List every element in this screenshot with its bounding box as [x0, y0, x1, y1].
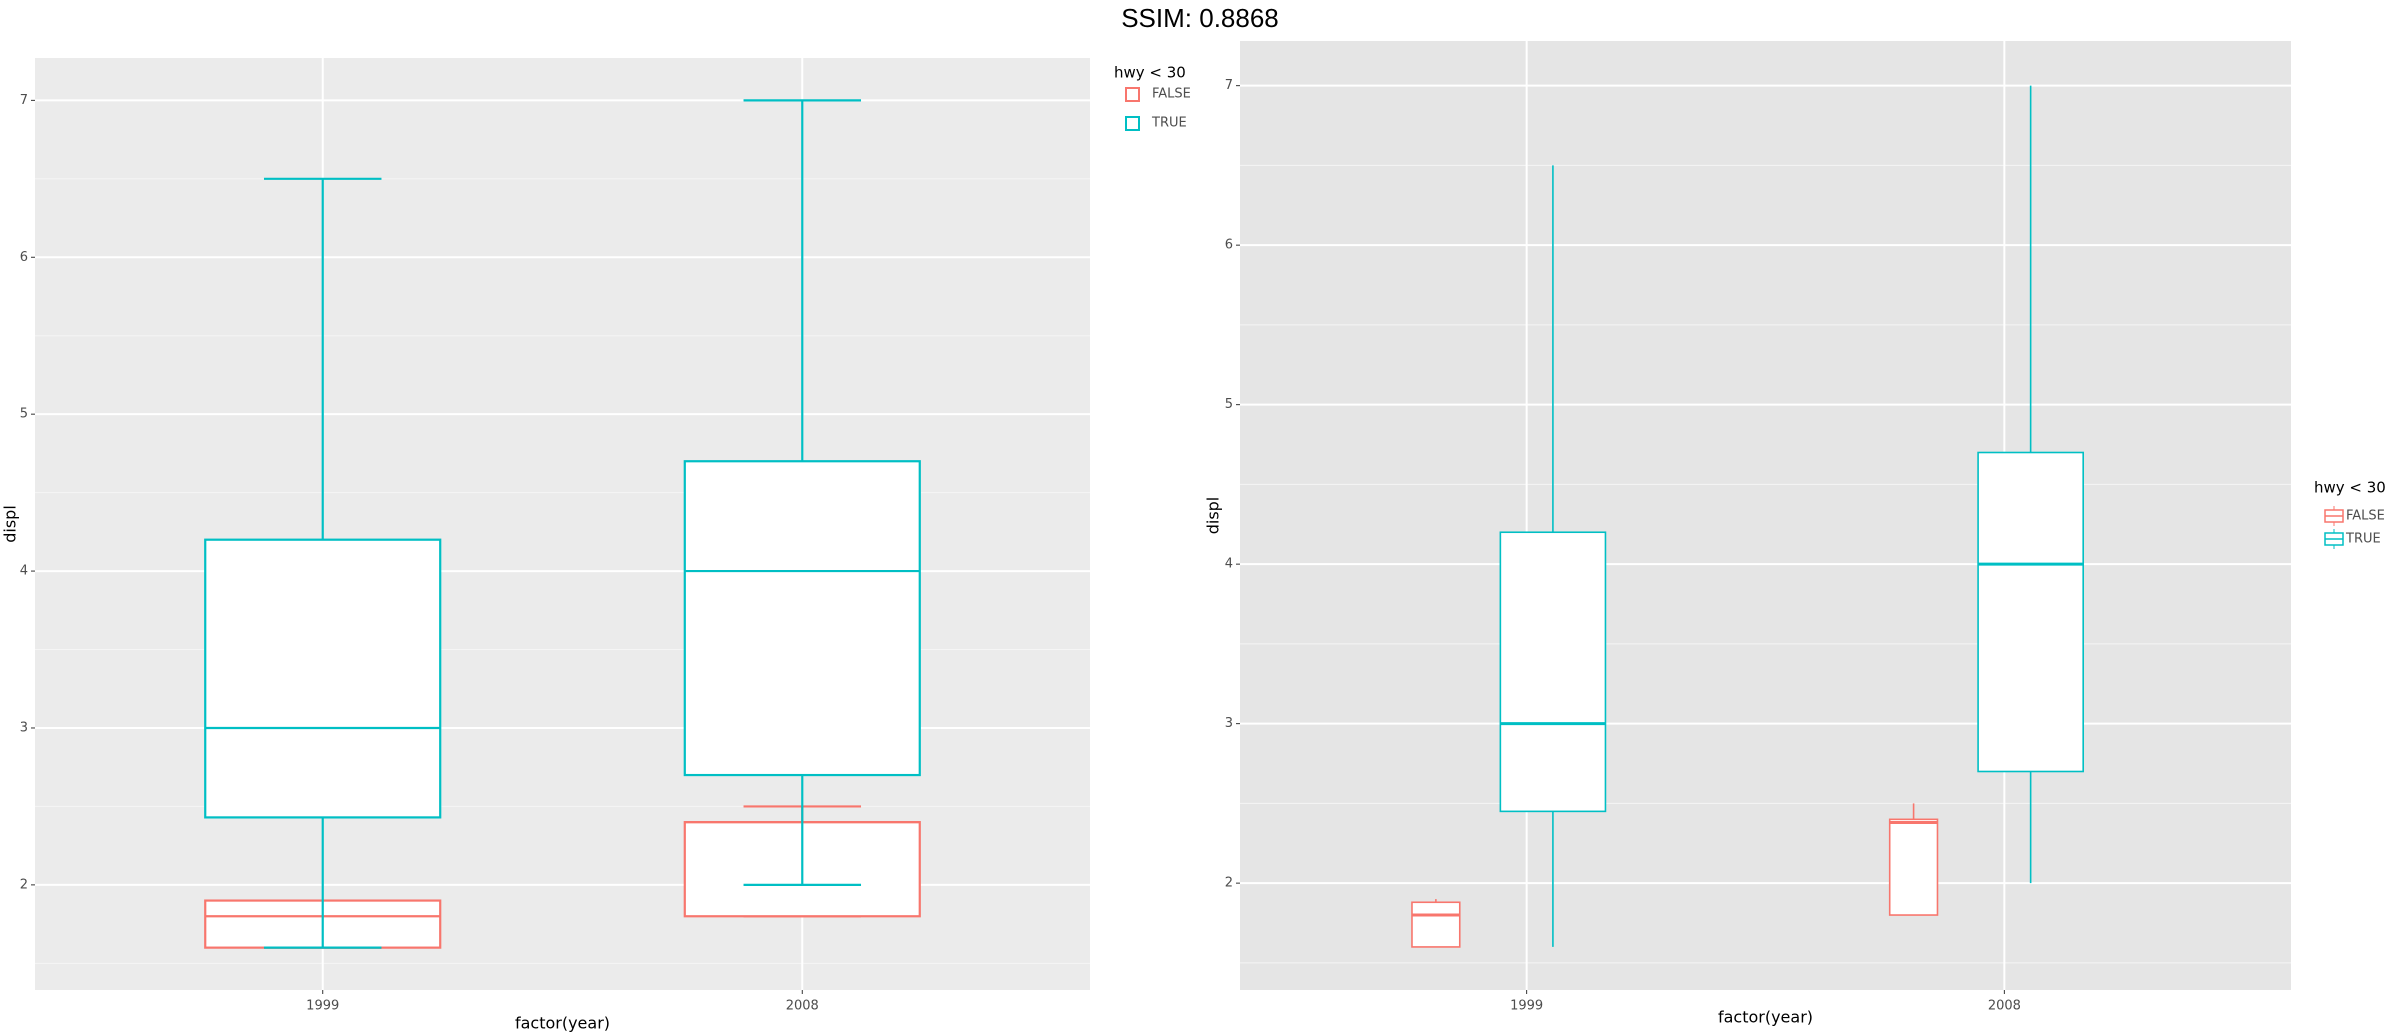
legend-label: FALSE: [2346, 509, 2385, 524]
box: [204, 538, 442, 819]
x-tick-label: 1999: [306, 999, 339, 1014]
legend-key: [1125, 87, 1140, 102]
panel: [1240, 41, 2291, 990]
box: [1411, 901, 1461, 948]
y-axis-label: displ: [1, 505, 20, 543]
y-tick-label: 5: [1225, 397, 1233, 412]
y-tick-label: 4: [20, 564, 28, 579]
y-tick-label: 2: [1225, 876, 1233, 891]
legend-title: hwy < 30: [1114, 64, 1186, 82]
legend-label: FALSE: [1152, 87, 1191, 102]
y-tick-label: 7: [1225, 78, 1233, 93]
legend-key: [1125, 116, 1140, 131]
legend-title: hwy < 30: [2314, 479, 2386, 497]
y-tick-label: 3: [1225, 716, 1233, 731]
y-tick-label: 5: [20, 407, 28, 422]
legend-label: TRUE: [1151, 116, 1187, 131]
x-axis-label: factor(year): [515, 1014, 610, 1033]
y-tick-label: 3: [20, 720, 28, 735]
y-tick-label: 6: [20, 250, 28, 265]
box: [1499, 531, 1607, 813]
box: [683, 460, 921, 777]
page-title: SSIM: 0.8868: [1121, 3, 1279, 33]
legend-label: TRUE: [2345, 532, 2381, 547]
x-axis-label: factor(year): [1718, 1008, 1813, 1027]
x-tick-label: 2008: [786, 999, 819, 1014]
x-tick-label: 2008: [1988, 999, 2021, 1014]
box: [1888, 818, 1939, 916]
y-tick-label: 2: [20, 877, 28, 892]
x-tick-label: 1999: [1510, 999, 1543, 1014]
y-tick-label: 7: [20, 93, 28, 108]
y-tick-label: 6: [1225, 238, 1233, 253]
y-axis-label: displ: [1204, 497, 1223, 535]
box: [1977, 451, 2084, 773]
y-tick-label: 4: [1225, 557, 1233, 572]
panel: [35, 58, 1090, 990]
